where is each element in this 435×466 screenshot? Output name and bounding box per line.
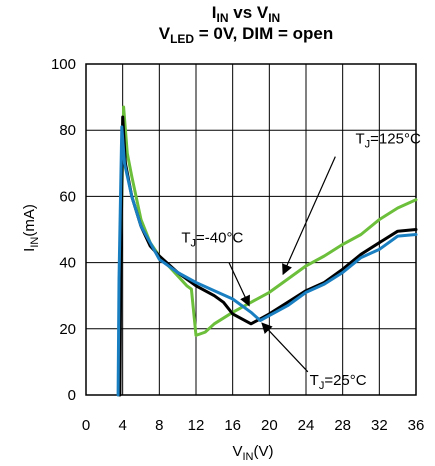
- x-tick-label: 36: [408, 417, 425, 434]
- x-axis-label: VIN(V): [232, 443, 273, 463]
- y-tick-labels: 0 20 40 60 80 100: [51, 56, 76, 404]
- x-tick-label: 20: [261, 417, 278, 434]
- x-tick-label: 16: [224, 417, 241, 434]
- y-tick-label: 100: [51, 56, 76, 73]
- x-tick-label: 0: [82, 417, 90, 434]
- series-line-t125: [117, 105, 418, 397]
- x-tick-label: 28: [334, 417, 351, 434]
- grid: [86, 64, 416, 395]
- series-line-t25: [118, 115, 418, 397]
- annotation-labels: TJ=125°C TJ=-40°C TJ=25°C: [181, 130, 421, 392]
- annotation-label-25: TJ=25°C: [310, 372, 367, 392]
- annotation-label-125: TJ=125°C: [356, 130, 421, 150]
- annotation-arrow-a125: [282, 156, 336, 276]
- series-lines: [116, 105, 418, 397]
- x-tick-label: 12: [188, 417, 205, 434]
- y-tick-label: 0: [68, 387, 76, 404]
- chart-title-line2: VLED = 0V, DIM = open: [159, 24, 334, 46]
- y-tick-label: 60: [59, 188, 76, 205]
- x-tick-label: 8: [155, 417, 163, 434]
- chart-title-line1: IIN vs VIN: [212, 3, 280, 25]
- annotation-arrows: [228, 156, 336, 373]
- y-tick-label: 20: [59, 321, 76, 338]
- annotation-arrow-am40: [228, 262, 250, 307]
- x-tick-label: 4: [118, 417, 126, 434]
- annotation-label-minus40: TJ=-40°C: [181, 230, 243, 250]
- annotation-arrow-a25: [261, 322, 309, 373]
- x-tick-label: 24: [298, 417, 315, 434]
- x-tick-label: 32: [371, 417, 388, 434]
- series-line-tm40: [116, 125, 418, 397]
- y-axis-label: IIN(mA): [21, 204, 41, 252]
- y-tick-label: 80: [59, 122, 76, 139]
- x-tick-labels: 0 4 8 12 16 20 24 28 32 36: [82, 417, 425, 434]
- y-tick-label: 40: [59, 255, 76, 272]
